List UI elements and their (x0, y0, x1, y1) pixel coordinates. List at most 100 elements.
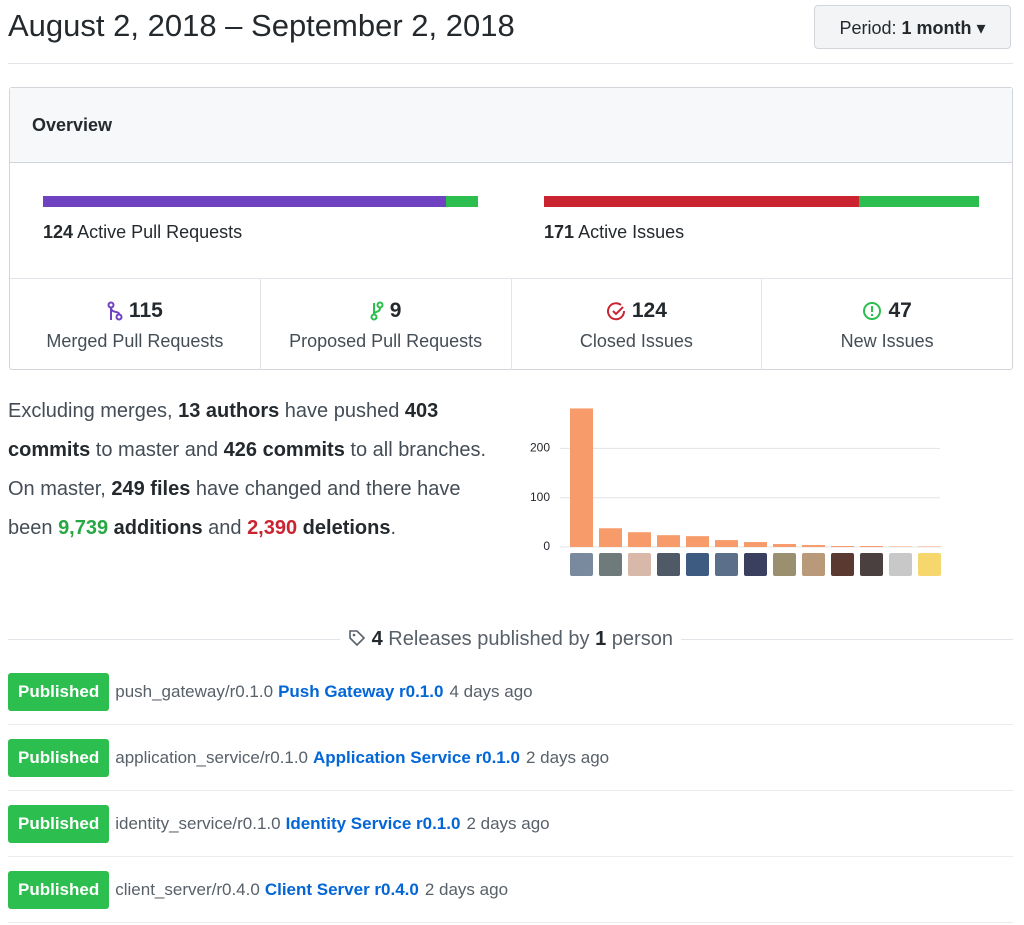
pr-summary: 124 Active Pull Requests (43, 222, 242, 243)
text: Releases published by (382, 627, 596, 650)
stat-value: 9 (389, 299, 402, 322)
author-avatar[interactable] (831, 553, 854, 576)
stat-value: 124 (631, 299, 667, 322)
bar (686, 536, 709, 547)
author-avatar[interactable] (773, 553, 796, 576)
bar (657, 535, 680, 547)
releases-heading: 4 Releases published by 1 person (8, 625, 1014, 653)
summary-segment: Excluding merges, (8, 400, 179, 422)
divider (8, 638, 341, 640)
author-avatar[interactable] (918, 553, 941, 576)
bar (599, 528, 622, 547)
release-time: 2 days ago (525, 747, 610, 767)
divider (8, 63, 1013, 64)
author-avatar[interactable] (628, 553, 651, 576)
overview-box: Overview 124 Active Pull Requests 171 Ac… (9, 87, 1013, 370)
bar (715, 540, 738, 547)
author-avatar[interactable] (715, 553, 738, 576)
summary-segment: and (202, 517, 248, 539)
stat-label: Closed Issues (579, 331, 693, 351)
author-avatar[interactable] (802, 553, 825, 576)
text: person (606, 627, 673, 650)
label: Active Issues (578, 222, 685, 242)
issue-icon (863, 302, 882, 320)
author-avatar[interactable] (889, 553, 912, 576)
summary-segment: deletions (297, 517, 391, 539)
merge-icon (107, 301, 123, 321)
releases-text: 4 Releases published by 1 person (348, 628, 673, 651)
release-title[interactable]: Push Gateway r0.1.0 (278, 681, 444, 701)
issue-summary: 171 Active Issues (544, 222, 684, 243)
summary-segment: . (390, 517, 397, 539)
release-row: Published identity_service/r0.1.0 Identity… (8, 791, 1013, 857)
release-tag: push_gateway/r0.1.0 (115, 681, 274, 701)
release-title[interactable]: Client Server r0.4.0 (264, 879, 419, 899)
summary-segment: 249 files (111, 478, 191, 500)
overview-header: Overview (10, 88, 1012, 163)
progress-segment (446, 196, 478, 207)
summary-segment: to master and (90, 439, 224, 461)
summary-segment: 403 commits (8, 400, 439, 461)
bar (802, 545, 825, 547)
summary-segment: have changed and there have been (8, 478, 461, 539)
stat-cell[interactable]: 115 Merged Pull Requests (10, 279, 260, 370)
status-badge: Published (8, 804, 110, 843)
author-avatar[interactable] (860, 553, 883, 576)
summary-segment: additions (108, 517, 203, 539)
release-title[interactable]: Identity Service r0.1.0 (285, 813, 461, 833)
stat-cell[interactable]: 124 Closed Issues (510, 279, 762, 370)
issue-progress (544, 196, 979, 207)
stats-row: 115 Merged Pull Requests 9 Proposed Pull R… (10, 278, 1012, 370)
summary-segment: 426 commits (223, 439, 345, 461)
author-avatar[interactable] (570, 553, 593, 576)
bar (860, 546, 883, 547)
bar (744, 542, 767, 547)
caret: ▾ (976, 18, 986, 38)
progress-segment (544, 196, 860, 207)
release-time: 2 days ago (424, 879, 509, 899)
progress-segment (859, 196, 979, 207)
status-badge: Published (8, 672, 110, 711)
stat-label: Merged Pull Requests (46, 331, 224, 351)
stat-value: 115 (128, 299, 163, 322)
closed-issue-icon (606, 302, 625, 321)
count: 171 (544, 222, 575, 242)
author-avatar[interactable] (599, 553, 622, 576)
author-avatar[interactable] (686, 553, 709, 576)
stat-cell[interactable]: 47 New Issues (761, 279, 1012, 370)
release-row: Published client_server/r0.4.0 Client Serv… (8, 857, 1013, 923)
release-time: 2 days ago (466, 813, 550, 833)
pr-progress (43, 196, 478, 207)
status-badge: Published (8, 870, 110, 909)
bar (831, 546, 854, 547)
summary-segment: have pushed (279, 400, 405, 422)
release-tag: application_service/r0.1.0 (115, 747, 309, 767)
status-badge: Published (8, 738, 110, 777)
commits-chart: 0 100 200 (530, 408, 941, 576)
period-label: Period: (839, 18, 897, 38)
release-tag: identity_service/r0.1.0 (115, 813, 281, 833)
release-time: 4 days ago (449, 681, 533, 701)
period-value: 1 month (901, 18, 972, 38)
author-avatar[interactable] (744, 553, 767, 576)
release-row: Published push_gateway/r0.1.0 Push Gateway… (8, 659, 1013, 725)
count: 4 (371, 627, 383, 650)
period-button[interactable]: Period: 1 month ▾ (814, 5, 1011, 49)
pr-icon (370, 301, 384, 321)
bar (773, 544, 796, 547)
release-title[interactable]: Application Service r0.1.0 (313, 747, 520, 767)
y-tick-label: 100 (530, 490, 550, 504)
progress-segment (43, 196, 447, 207)
summary-segment: to all branches. On master, (8, 439, 487, 500)
stat-value: 47 (888, 299, 912, 322)
count: 1 (595, 627, 607, 650)
author-avatar[interactable] (657, 553, 680, 576)
bar (628, 532, 651, 547)
commit-summary: Excluding merges, 13 authors have pushed… (8, 392, 503, 548)
summary-segment: 9,739 (58, 517, 109, 539)
summary-segment: 13 authors (178, 400, 280, 422)
stat-cell[interactable]: 9 Proposed Pull Requests (259, 279, 511, 370)
stat-label: New Issues (840, 331, 934, 351)
label: Active Pull Requests (77, 222, 243, 242)
